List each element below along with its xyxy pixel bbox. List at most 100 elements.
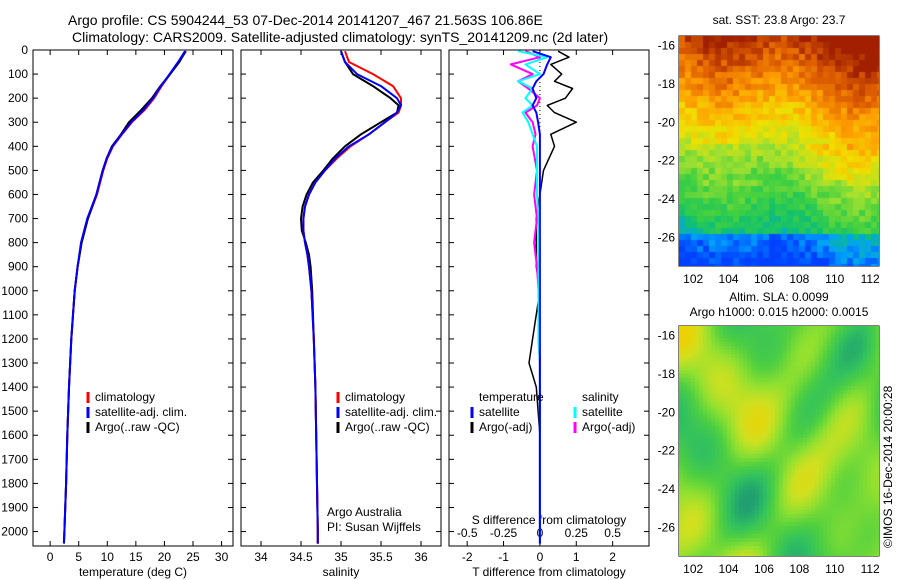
sst-map-title: sat. SST: 23.8 Argo: 23.7 — [713, 13, 846, 27]
sla-map-ytick-label: -26 — [658, 520, 676, 534]
sla-map-subtitle: Argo h1000: 0.015 h2000: 0.0015 — [690, 305, 869, 319]
difference-t-satellite-line — [531, 50, 552, 544]
temperature-xtick-label: 30 — [215, 550, 229, 564]
temperature-satellite-line — [62, 50, 186, 544]
depth-ytick-label: 400 — [8, 139, 28, 153]
salinity-xtick-label: 35 — [334, 550, 348, 564]
temperature-legend-1-label: satellite-adj. clim. — [95, 405, 187, 419]
difference-xlabel: T difference from climatology — [472, 565, 626, 579]
temperature-xtick-label: 15 — [129, 550, 143, 564]
sla-map-image — [679, 326, 879, 556]
sst-map-ytick-label: -24 — [658, 192, 676, 206]
sst-map-ytick-label: -18 — [658, 77, 676, 91]
difference-legend-s-argo-label: Argo(-adj) — [582, 420, 635, 434]
sla-map-ytick-label: -20 — [658, 405, 676, 419]
depth-ytick-label: 900 — [8, 260, 28, 274]
difference-s-tick-label: -0.5 — [457, 526, 478, 540]
salinity-legend-0-label: climatology — [345, 390, 405, 404]
sst-map-ytick-label: -22 — [658, 154, 676, 168]
depth-ytick-label: 1000 — [1, 284, 28, 298]
depth-ytick-label: 2000 — [1, 525, 28, 539]
difference-s-argo-line — [509, 50, 541, 544]
difference-t-argo-line — [528, 50, 578, 544]
salinity-climatology-line — [302, 50, 402, 544]
sla-map-xtick-label: 106 — [754, 562, 774, 576]
depth-ytick-label: 1500 — [1, 404, 28, 418]
temperature-argo-line — [62, 50, 187, 544]
depth-ytick-label: 1600 — [1, 428, 28, 442]
difference-xtick-label: 0 — [537, 550, 544, 564]
difference-xtick-label: -2 — [462, 550, 473, 564]
sla-map-title: Altim. SLA: 0.0099 — [729, 290, 829, 304]
temperature-legend-2-label: Argo(..raw -QC) — [95, 420, 180, 434]
salinity-annotation-line2: PI: Susan Wijffels — [327, 520, 421, 534]
difference-s-tick-label: 0.5 — [604, 526, 621, 540]
difference-legend-s-header: salinity — [582, 390, 619, 404]
depth-ytick-label: 1900 — [1, 500, 28, 514]
sla-map-xtick-label: 104 — [719, 562, 739, 576]
depth-ytick-label: 1100 — [2, 308, 28, 322]
sla-map-ytick-label: -18 — [658, 367, 676, 381]
salinity-xtick-label: 34.5 — [289, 550, 313, 564]
depth-ytick-label: 0 — [21, 43, 28, 57]
sst-map-ytick-label: -20 — [658, 115, 676, 129]
depth-ytick-label: 300 — [8, 115, 28, 129]
temperature-panel-frame — [32, 49, 234, 547]
salinity-xlabel: salinity — [323, 565, 360, 579]
temperature-xtick-label: 5 — [75, 550, 82, 564]
sst-map-ytick-label: -16 — [658, 39, 676, 53]
difference-s-xlabel: S difference from climatology — [472, 513, 627, 527]
figure-title-line1: Argo profile: CS 5904244_53 07-Dec-2014 … — [68, 12, 543, 28]
imos-credit: ©IMOS 16-Dec-2014 20:00:28 — [881, 385, 895, 548]
difference-legend-s-satellite-label: satellite — [582, 405, 623, 419]
difference-legend-t-header: temperature — [479, 390, 544, 404]
sst-map-xtick-label: 106 — [754, 272, 774, 286]
temperature-xtick-label: 0 — [47, 550, 54, 564]
salinity-panel-frame — [240, 49, 442, 547]
temperature-legend-0-label: climatology — [95, 390, 155, 404]
difference-s-tick-label: -0.25 — [490, 526, 518, 540]
salinity-legend-1-label: satellite-adj. clim. — [345, 405, 437, 419]
difference-legend-t-satellite-label: satellite — [479, 405, 520, 419]
depth-ytick-label: 600 — [8, 187, 28, 201]
sst-map-ytick-label: -26 — [658, 230, 676, 244]
temperature-xtick-label: 25 — [186, 550, 200, 564]
depth-ytick-label: 1400 — [1, 380, 28, 394]
temperature-xlabel: temperature (deg C) — [79, 565, 187, 579]
sla-map-ytick-label: -16 — [658, 329, 676, 343]
depth-ytick-label: 800 — [8, 236, 28, 250]
salinity-xtick-label: 34 — [254, 550, 268, 564]
difference-panel-frame — [448, 49, 650, 547]
difference-xtick-label: -1 — [498, 550, 509, 564]
difference-xtick-label: 1 — [573, 550, 580, 564]
temperature-climatology-line — [62, 50, 187, 544]
depth-ytick-label: 1300 — [1, 356, 28, 370]
salinity-argo-line — [300, 50, 400, 544]
figure-title-line2: Climatology: CARS2009. Satellite-adjuste… — [72, 29, 609, 45]
temperature-xtick-label: 10 — [101, 550, 115, 564]
salinity-xtick-label: 36 — [414, 550, 428, 564]
difference-legend-t-argo-label: Argo(-adj) — [479, 420, 532, 434]
sla-map-xtick-label: 110 — [825, 562, 844, 576]
sst-map-xtick-label: 102 — [683, 272, 703, 286]
sla-map-xtick-label: 102 — [683, 562, 703, 576]
temperature-xtick-label: 20 — [158, 550, 172, 564]
salinity-satellite-line — [302, 50, 402, 544]
salinity-annotation-line1: Argo Australia — [327, 505, 402, 519]
sla-map-ytick-label: -24 — [658, 482, 676, 496]
sst-map-xtick-label: 110 — [825, 272, 844, 286]
sla-map-xtick-label: 108 — [789, 562, 809, 576]
depth-ytick-label: 200 — [8, 91, 28, 105]
difference-s-tick-label: 0.25 — [565, 526, 589, 540]
salinity-xtick-label: 35.5 — [369, 550, 393, 564]
sst-map-xtick-label: 104 — [719, 272, 739, 286]
sst-map-image — [679, 36, 879, 266]
sst-map-xtick-label: 112 — [861, 272, 880, 286]
depth-ytick-label: 1800 — [1, 476, 28, 490]
sla-map-ytick-label: -22 — [658, 444, 676, 458]
sla-map-xtick-label: 112 — [861, 562, 880, 576]
salinity-legend-2-label: Argo(..raw -QC) — [345, 420, 430, 434]
difference-xtick-label: 2 — [609, 550, 616, 564]
depth-ytick-label: 1200 — [1, 332, 28, 346]
